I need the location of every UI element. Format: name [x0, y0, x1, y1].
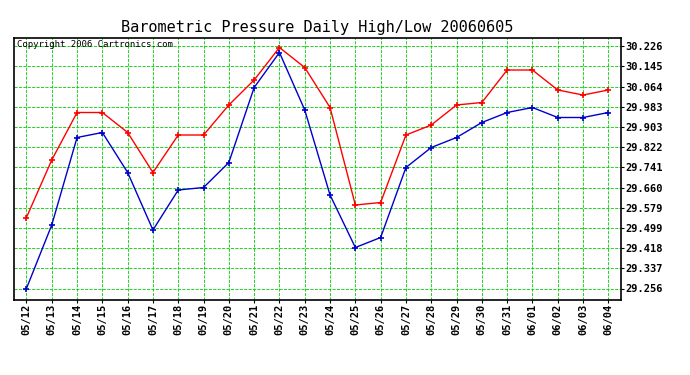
Title: Barometric Pressure Daily High/Low 20060605: Barometric Pressure Daily High/Low 20060… [121, 20, 513, 35]
Text: Copyright 2006 Cartronics.com: Copyright 2006 Cartronics.com [17, 40, 172, 49]
